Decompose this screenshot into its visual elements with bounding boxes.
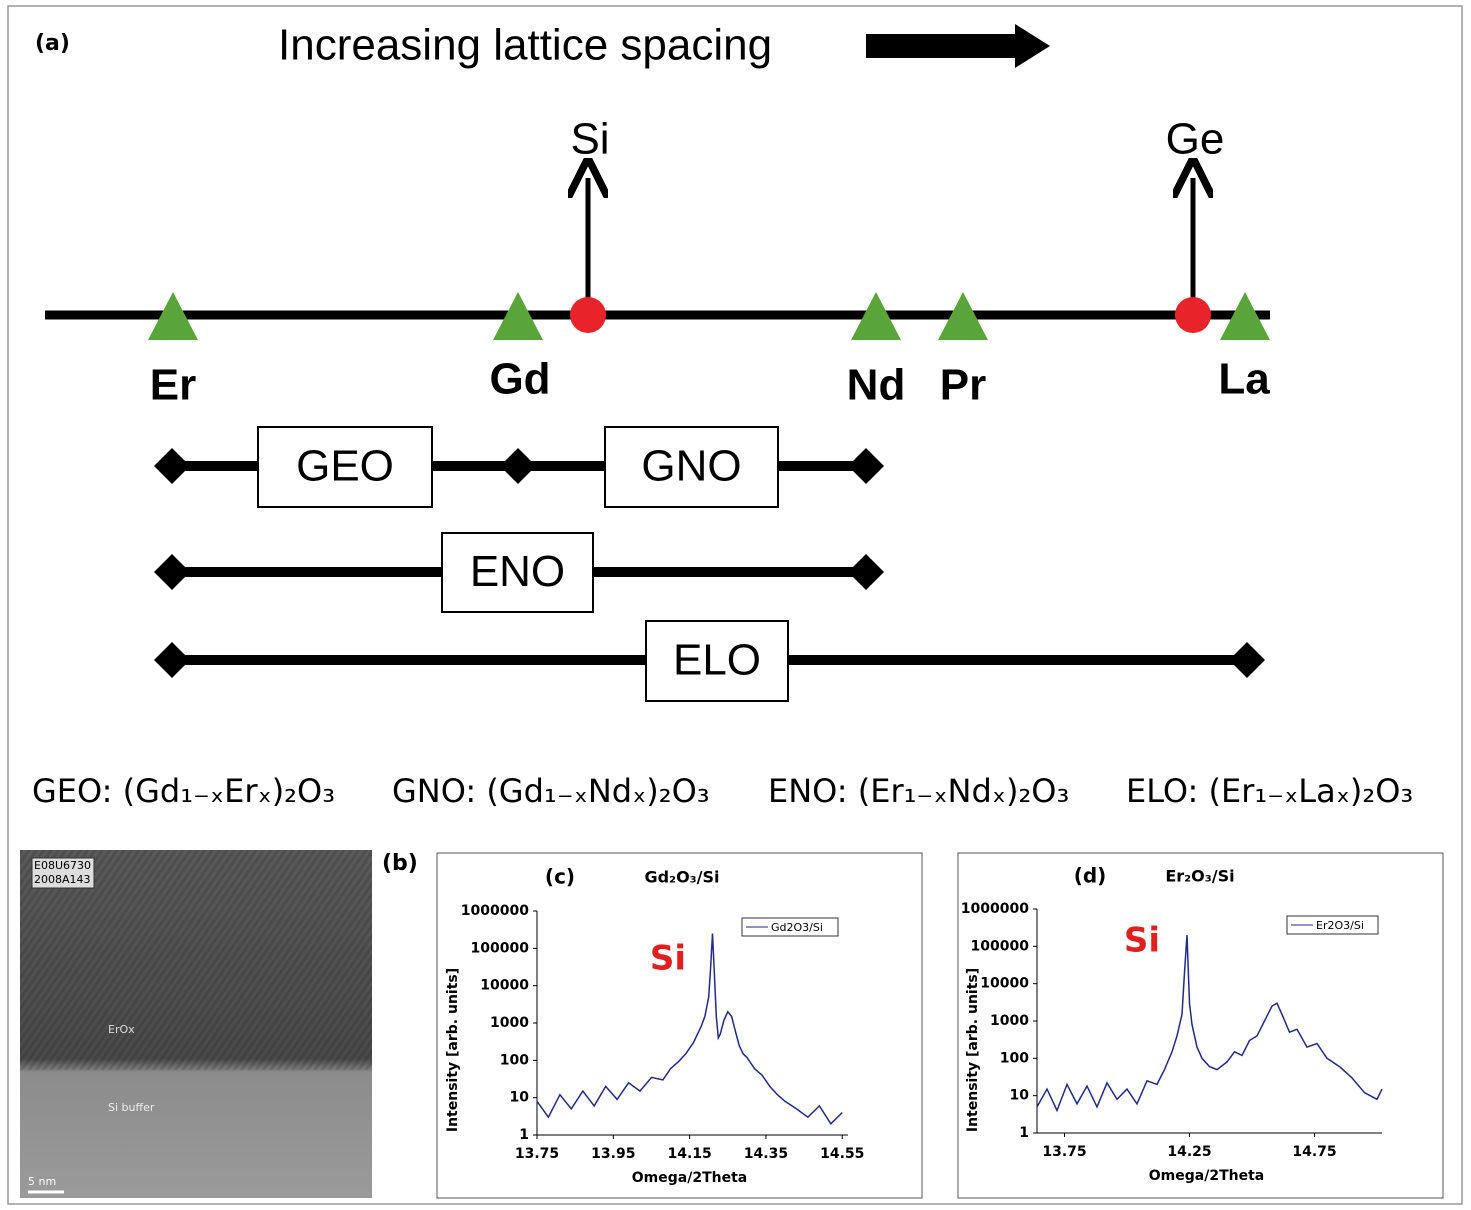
substrate-point xyxy=(1175,297,1211,333)
range-label: ELO xyxy=(673,636,761,685)
range-label: ENO xyxy=(470,547,565,596)
chart-title: Er₂O₃/Si xyxy=(1165,867,1234,886)
range-end xyxy=(154,448,190,484)
series-line xyxy=(1037,935,1382,1110)
chart-title: Gd₂O₃/Si xyxy=(644,868,719,887)
stamp: 2008A143 xyxy=(34,873,91,886)
range-label: GEO xyxy=(296,442,394,491)
y-tick-label: 1000000 xyxy=(961,901,1029,917)
substrate-point xyxy=(570,297,606,333)
range-label: GNO xyxy=(641,442,741,491)
y-tick-label: 10 xyxy=(510,1090,530,1106)
element-label: La xyxy=(1218,355,1270,404)
panel-label: (c) xyxy=(545,865,575,889)
formula: ELO: (Er₁₋ₓLaₓ)₂O₃ xyxy=(1126,772,1413,810)
substrate-label: Ge xyxy=(1166,115,1225,164)
range-end xyxy=(848,448,884,484)
y-axis-label: Intensity [arb. units] xyxy=(445,968,461,1132)
legend-label: Er2O3/Si xyxy=(1316,919,1364,932)
diagram: Si Ge Er Gd Nd Pr La GEO GNO ENO ELO GEO: (Gd₁₋ₓErₓ… xyxy=(32,115,1413,810)
y-tick-label: 10 xyxy=(1010,1088,1030,1104)
element-label: Nd xyxy=(847,361,906,410)
formula: GEO: (Gd₁₋ₓErₓ)₂O₃ xyxy=(32,772,335,810)
y-tick-label: 100000 xyxy=(971,938,1030,954)
scale-label: 5 nm xyxy=(28,1175,56,1188)
figure: (a) Increasing lattice spacing Si Ge Er Gd N… xyxy=(0,0,1471,1210)
x-tick-label: 14.25 xyxy=(1167,1144,1211,1160)
arrow xyxy=(866,24,1050,68)
y-tick-label: 100 xyxy=(1000,1050,1029,1066)
formula: GNO: (Gd₁₋ₓNdₓ)₂O₃ xyxy=(392,772,710,810)
x-tick-label: 13.75 xyxy=(515,1146,559,1162)
x-axis-label: Omega/2Theta xyxy=(632,1170,747,1186)
y-tick-label: 1 xyxy=(519,1127,529,1143)
layer-label: ErOx xyxy=(108,1023,135,1036)
x-tick-label: 14.35 xyxy=(744,1146,788,1162)
x-tick-label: 13.75 xyxy=(1042,1144,1086,1160)
x-tick-label: 13.95 xyxy=(591,1146,635,1162)
panel-label: (d) xyxy=(1074,864,1107,888)
annotation: Si xyxy=(650,939,686,979)
x-tick-label: 14.55 xyxy=(820,1146,864,1162)
range-end xyxy=(848,554,884,590)
range-end xyxy=(154,554,190,590)
series-line xyxy=(537,934,842,1124)
element-label: Gd xyxy=(489,355,550,404)
legend-label: Gd2O3/Si xyxy=(771,921,823,934)
panel-label: (a) xyxy=(35,31,70,56)
y-tick-label: 10000 xyxy=(480,978,529,994)
annotation: Si xyxy=(1124,921,1160,961)
x-tick-label: 14.15 xyxy=(667,1146,711,1162)
y-axis-label: Intensity [arb. units] xyxy=(965,968,981,1132)
y-tick-label: 100 xyxy=(500,1052,529,1068)
formula: ENO: (Er₁₋ₓNdₓ)₂O₃ xyxy=(768,772,1069,810)
diagram-title: Increasing lattice spacing xyxy=(278,21,772,70)
x-axis-label: Omega/2Theta xyxy=(1149,1168,1264,1184)
x-tick-label: 14.75 xyxy=(1292,1144,1336,1160)
range-end xyxy=(500,448,536,484)
element-label: Er xyxy=(150,361,196,410)
range-end xyxy=(154,642,190,678)
y-tick-label: 1000000 xyxy=(461,903,529,919)
substrate-label: Si xyxy=(570,115,609,164)
y-tick-label: 10000 xyxy=(980,976,1029,992)
y-tick-label: 100000 xyxy=(471,940,530,956)
y-tick-label: 1000 xyxy=(990,1013,1029,1029)
y-tick-label: 1000 xyxy=(490,1015,529,1031)
element-label: Pr xyxy=(940,361,986,410)
stamp: E08U6730 xyxy=(34,859,91,872)
y-tick-label: 1 xyxy=(1019,1125,1029,1141)
layer-label: Si buffer xyxy=(108,1101,155,1114)
range-end xyxy=(1229,642,1265,678)
panel-label: (b) xyxy=(382,851,418,876)
